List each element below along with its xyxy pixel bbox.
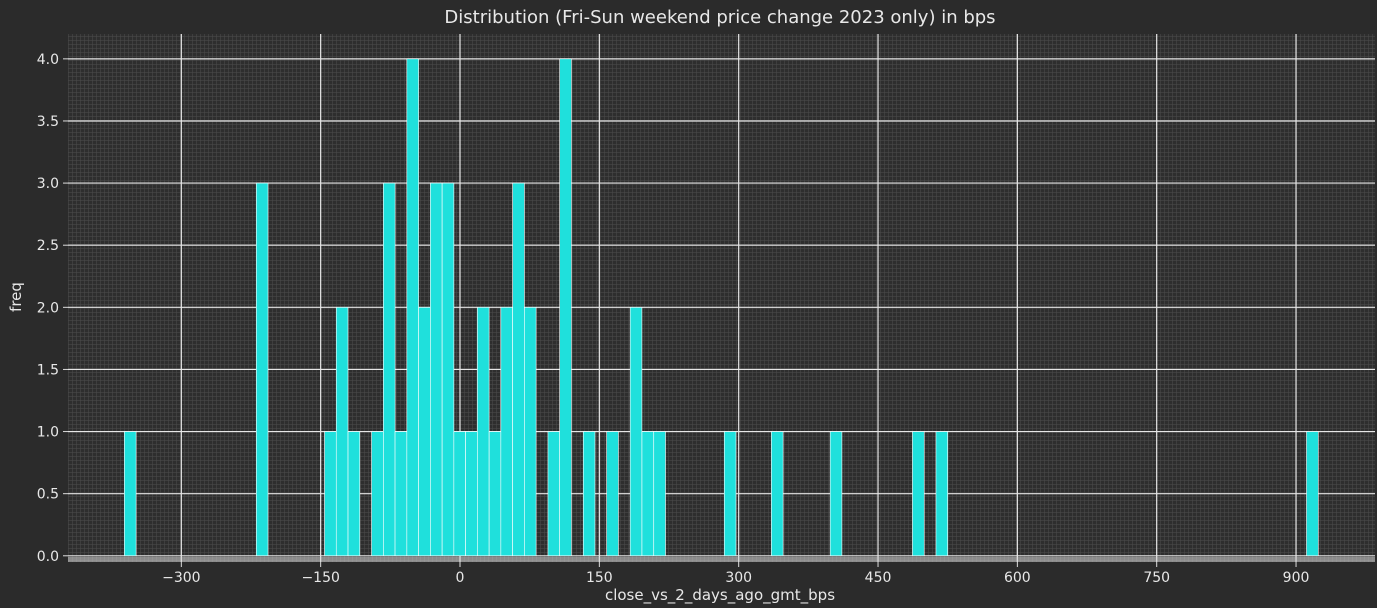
histogram-bar — [559, 58, 572, 557]
histogram-bar — [912, 431, 925, 557]
y-tick-label: 3.5 — [37, 114, 59, 130]
histogram-bar — [418, 307, 431, 557]
histogram-bar — [255, 182, 269, 557]
histogram-bar — [453, 431, 466, 557]
x-tick-label: 750 — [1143, 570, 1170, 586]
histogram-bar — [935, 431, 949, 557]
histogram-bar — [335, 307, 349, 557]
histogram-bar — [371, 431, 384, 557]
histogram-bar — [383, 182, 396, 557]
chart-title: Distribution (Fri-Sun weekend price chan… — [444, 7, 995, 28]
y-tick-label: 1.5 — [37, 362, 59, 378]
histogram-bar — [477, 307, 490, 557]
bars — [124, 58, 1319, 557]
histogram-bar — [347, 431, 361, 557]
histogram-bar — [723, 431, 737, 557]
histogram-bar — [524, 307, 537, 557]
y-tick-label: 0.5 — [37, 487, 59, 503]
histogram-bar — [1306, 431, 1319, 557]
y-tick-label: 3.0 — [37, 176, 59, 192]
histogram-bar — [500, 307, 513, 557]
histogram-bar — [406, 58, 419, 557]
x-tick-label: 900 — [1283, 570, 1310, 586]
histogram-bar — [465, 431, 478, 557]
x-tick-label: 0 — [456, 570, 465, 586]
x-axis-ticks: −300 −150 0 150 300 450 600 750 900 — [68, 557, 1375, 586]
x-tick-label: 450 — [865, 570, 892, 586]
x-tick-label: 150 — [586, 570, 613, 586]
histogram-bar — [641, 431, 655, 557]
histogram-bar — [124, 431, 137, 557]
x-minor-ticks — [68, 557, 1375, 562]
histogram-bar — [582, 431, 596, 557]
y-tick-label: 4.0 — [37, 52, 59, 68]
histogram-bar — [488, 431, 502, 557]
histogram-bar — [771, 431, 784, 557]
x-tick-label: 600 — [1004, 570, 1031, 586]
major-grid — [68, 34, 1375, 562]
y-tick-label: 2.5 — [37, 238, 59, 254]
x-tick-label: −150 — [301, 570, 339, 586]
histogram-bar — [547, 431, 561, 557]
histogram-bar — [829, 431, 843, 557]
histogram-bar — [441, 182, 455, 557]
y-tick-label: 1.0 — [37, 425, 59, 441]
y-tick-label: 0.0 — [37, 549, 59, 565]
histogram-bar — [606, 431, 619, 557]
x-tick-label: 300 — [725, 570, 752, 586]
y-axis-label: freq — [7, 282, 25, 312]
x-tick-label: −300 — [162, 570, 200, 586]
histogram-bar — [324, 431, 337, 557]
y-axis-ticks: 0.0 0.5 1.0 1.5 2.0 2.5 3.0 3.5 4.0 — [37, 52, 68, 565]
histogram-bar — [430, 182, 443, 557]
y-tick-label: 2.0 — [37, 300, 59, 316]
histogram-bar — [394, 431, 408, 557]
x-axis-label: close_vs_2_days_ago_gmt_bps — [605, 586, 835, 605]
histogram-bar — [653, 431, 666, 557]
histogram-bar — [512, 182, 525, 557]
histogram-bar — [629, 307, 643, 557]
